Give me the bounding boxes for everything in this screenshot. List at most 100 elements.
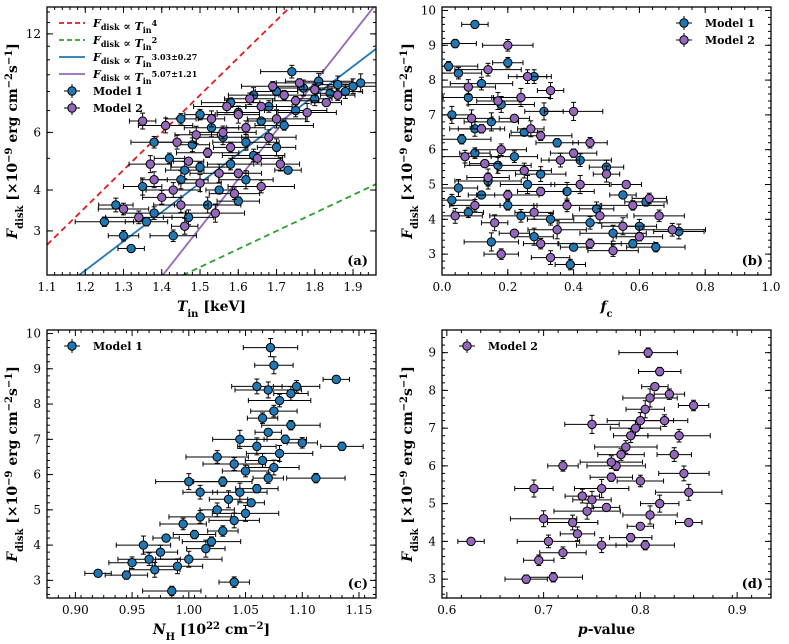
data-point <box>536 238 546 249</box>
data-point <box>286 420 296 430</box>
x-tick-label: 0.9 <box>728 603 747 617</box>
data-point <box>650 381 660 392</box>
data-point <box>516 211 526 221</box>
x-tick-label: 1.2 <box>76 280 95 294</box>
data-point <box>191 130 201 140</box>
data-point <box>271 114 282 124</box>
x-tick-label: 0.6 <box>630 280 649 294</box>
data-point <box>466 536 476 547</box>
data-point <box>558 548 568 558</box>
data-point <box>256 116 266 126</box>
data-point <box>297 438 307 448</box>
data-point <box>596 540 607 550</box>
data-point <box>457 134 467 144</box>
legend-marker <box>67 341 77 351</box>
data-point <box>348 81 358 91</box>
data-point <box>321 97 331 108</box>
y-tick-label: 6 <box>33 125 41 139</box>
y-tick-label: 7 <box>428 108 436 122</box>
y-tick-label: 5 <box>33 503 41 517</box>
data-point <box>246 498 256 508</box>
data-point <box>618 190 628 200</box>
legend: Model 1 Model 2 <box>676 16 755 47</box>
data-point <box>118 231 129 241</box>
data-point <box>214 168 224 178</box>
data-point <box>241 137 251 147</box>
data-point <box>466 113 477 124</box>
data-point <box>536 169 546 179</box>
x-tick-label: 1.7 <box>267 280 286 294</box>
y-tick-label: 6 <box>428 143 436 157</box>
data-point <box>447 195 457 205</box>
data-point <box>99 217 110 227</box>
y-tick-label: 9 <box>428 346 436 360</box>
data-point <box>257 455 268 466</box>
y-tick-label: 10 <box>26 327 41 341</box>
data-point <box>679 468 689 479</box>
data-point <box>176 114 186 124</box>
data-point <box>222 101 232 112</box>
data-point <box>325 88 335 99</box>
data-point <box>269 406 279 416</box>
x-tick-label: 1.6 <box>229 280 248 294</box>
data-point <box>263 473 273 483</box>
x-tick-label: 0.7 <box>534 603 553 617</box>
data-point <box>486 117 497 127</box>
data-point <box>572 529 583 539</box>
data-point <box>443 61 454 71</box>
legend-label: Model 1 <box>93 340 143 353</box>
series-model-1 <box>84 338 364 597</box>
data-point <box>212 452 222 462</box>
panel-label: (c) <box>348 577 368 592</box>
data-point <box>582 506 592 516</box>
y-tick-label: 4 <box>33 183 41 197</box>
data-point <box>545 85 556 96</box>
data-point <box>640 404 650 414</box>
data-point <box>279 90 289 100</box>
data-point <box>562 200 572 211</box>
data-point <box>621 179 631 190</box>
data-point <box>291 381 302 392</box>
data-point <box>183 156 194 166</box>
data-point <box>669 449 679 460</box>
data-point <box>229 459 239 469</box>
data-point <box>538 514 549 524</box>
data-point <box>587 495 597 505</box>
data-point <box>235 434 245 445</box>
data-point <box>138 540 149 550</box>
x-tick-label: 1.5 <box>190 280 209 294</box>
data-point <box>218 526 228 536</box>
data-point <box>568 148 579 158</box>
data-point <box>516 92 526 103</box>
data-point <box>645 510 655 520</box>
legend-marker <box>679 18 689 28</box>
data-point <box>160 120 171 131</box>
x-axis-label: Tin [keV] <box>177 299 246 320</box>
data-point <box>269 360 279 370</box>
data-point <box>150 565 160 575</box>
data-point <box>526 124 536 134</box>
y-tick-label: 7 <box>428 421 436 435</box>
data-point <box>302 107 312 118</box>
data-point <box>493 160 503 171</box>
data-point <box>616 449 626 460</box>
plot-area-c <box>84 338 364 597</box>
data-point <box>240 466 251 476</box>
data-point <box>575 179 585 190</box>
x-tick-label: 0.8 <box>631 603 650 617</box>
data-point <box>463 207 474 218</box>
data-point <box>585 218 595 228</box>
data-point <box>201 543 211 554</box>
data-point <box>630 423 641 433</box>
data-point <box>235 487 245 497</box>
x-tick-label: 1.8 <box>305 280 324 294</box>
legend-marker <box>67 86 77 96</box>
data-point <box>180 221 190 231</box>
data-point <box>280 434 290 445</box>
x-tick-label: 1.00 <box>175 603 202 617</box>
x-tick-label: 1.10 <box>289 603 316 617</box>
data-point <box>628 200 638 211</box>
panel-label: (a) <box>347 254 368 269</box>
